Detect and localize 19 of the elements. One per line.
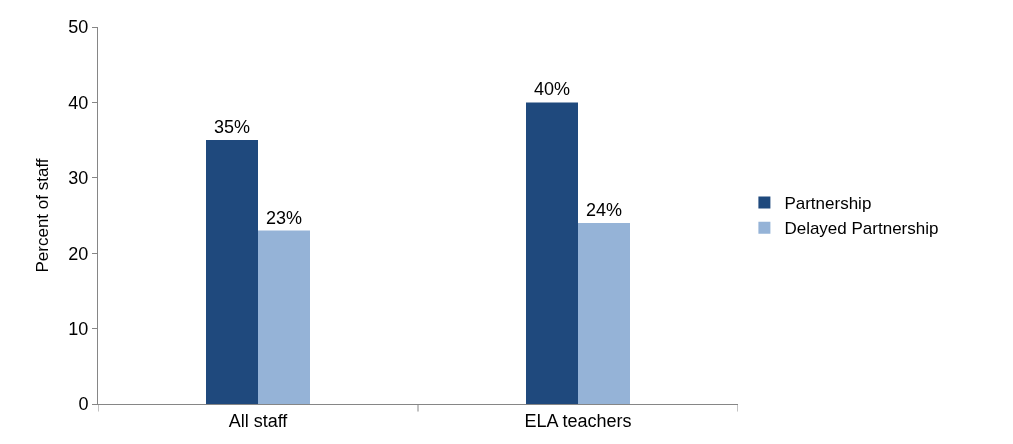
y-tick-label: 20 <box>68 243 89 264</box>
data-label: 35% <box>213 117 251 138</box>
x-tick-label: ELA teachers <box>524 410 632 431</box>
y-tick-label: 0 <box>78 394 89 415</box>
x-tick-label: All staff <box>228 410 289 431</box>
data-label: 23% <box>265 207 303 228</box>
bar <box>258 230 310 404</box>
legend-label: Partnership <box>784 194 872 214</box>
data-label: 40% <box>533 79 571 100</box>
y-tick-label: 10 <box>68 318 89 339</box>
bar <box>526 102 578 404</box>
legend-label: Delayed Partnership <box>784 219 939 239</box>
y-axis-title: Percent of staff <box>32 158 52 273</box>
y-tick-label: 50 <box>68 17 89 38</box>
y-tick-label: 40 <box>68 92 89 113</box>
y-tick-label: 30 <box>68 168 89 189</box>
bar <box>206 140 258 404</box>
bar <box>578 223 630 404</box>
data-label: 24% <box>585 200 623 221</box>
